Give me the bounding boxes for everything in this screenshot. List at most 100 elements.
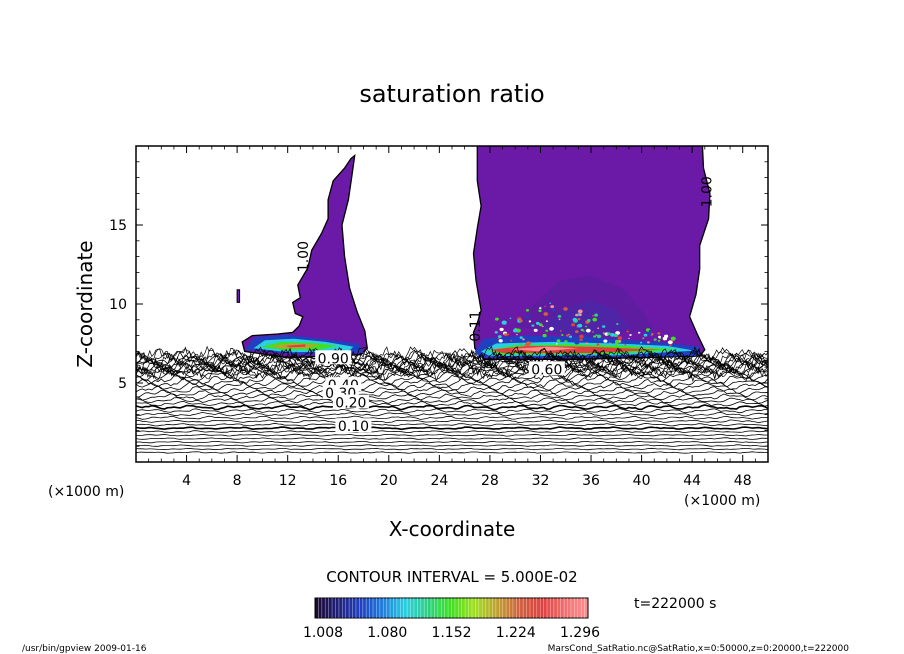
convective-speck (564, 340, 568, 343)
convective-speck (544, 305, 546, 308)
convective-speck (575, 330, 579, 333)
x-tick-label: 20 (380, 473, 398, 489)
x-tick-label: 44 (683, 473, 701, 489)
contour-line (136, 437, 768, 440)
contour-line (136, 366, 768, 380)
convective-speck (555, 323, 558, 325)
contour-label: 1.00 (296, 241, 312, 272)
convective-speck (568, 333, 570, 335)
colorbar-tick-label: 1.224 (496, 625, 536, 641)
colorbar-tick-label: 1.080 (367, 625, 407, 641)
convective-speck (563, 307, 568, 311)
convective-speck (495, 317, 499, 321)
convective-speck (628, 337, 630, 340)
convective-speck (579, 338, 583, 342)
x-axis-title: X-coordinate (389, 517, 516, 541)
convective-speck (642, 337, 645, 340)
convective-speck (617, 336, 622, 340)
convective-speck (529, 333, 532, 335)
x-unit-right: (×1000 m) (684, 493, 760, 509)
contour-line (136, 411, 768, 417)
footer-left: /usr/bin/gpview 2009-01-16 (22, 644, 147, 654)
convective-speck (672, 336, 675, 339)
x-tick-label: 4 (182, 473, 191, 489)
convective-speck (525, 309, 530, 312)
convective-speck (610, 333, 615, 337)
convective-speck (541, 325, 544, 328)
y-axis-title: Z-coordinate (73, 240, 97, 367)
contour-line (136, 419, 768, 424)
convective-speck (640, 341, 643, 344)
convective-speck (549, 302, 551, 304)
convective-speck (497, 337, 500, 340)
colorbar-tick-label: 1.296 (560, 625, 600, 641)
convective-speck (607, 332, 611, 335)
contour-line (136, 397, 768, 404)
x-axis: 4 8 12 16 20 24 28 32 36 40 44 48 (148, 146, 756, 489)
convective-speck (602, 331, 605, 334)
chart-title: saturation ratio (359, 80, 544, 108)
convective-speck (613, 333, 618, 338)
contour-line (136, 373, 768, 385)
convective-speck (580, 328, 584, 332)
contour-line (136, 389, 768, 398)
x-tick-label: 12 (279, 473, 297, 489)
convective-speck (510, 339, 513, 342)
colorbar: 1.008 1.080 1.152 1.224 1.296 (303, 597, 600, 641)
convective-speck (557, 315, 562, 318)
convective-speck (542, 333, 547, 338)
convective-speck (499, 327, 504, 332)
convective-speck (498, 339, 503, 343)
contour-label: 1.00 (699, 176, 715, 207)
convective-speck (585, 325, 588, 328)
convective-speck (561, 334, 564, 336)
convective-speck (549, 326, 554, 331)
convective-speck (638, 331, 641, 334)
convective-speck (577, 313, 581, 316)
x-tick-label: 48 (734, 473, 752, 489)
contour-label: 0.11 (468, 311, 484, 342)
footer-right: MarsCond_SatRatio.nc@SatRatio,x=0:50000,… (548, 644, 850, 654)
convective-speck (596, 334, 602, 339)
convective-speck (615, 344, 617, 346)
contour-line (136, 426, 768, 431)
convective-speck (594, 313, 598, 317)
convective-speck (609, 339, 615, 344)
convective-speck (559, 330, 562, 332)
contour-label: 0.90 (318, 351, 349, 367)
convective-speck (551, 309, 556, 312)
x-tick-label: 24 (430, 473, 448, 489)
contour-line (136, 451, 768, 454)
convective-speck (528, 320, 532, 323)
convective-speck (596, 343, 600, 346)
convective-speck (518, 343, 523, 347)
convective-speck (629, 334, 632, 336)
convective-speck (647, 341, 650, 344)
y-tick-label: 5 (118, 376, 127, 392)
convective-speck (545, 329, 549, 332)
convective-speck (556, 339, 561, 343)
supersaturated-region-left (241, 153, 368, 359)
contour-line (136, 404, 768, 411)
y-tick-label: 10 (109, 297, 127, 313)
y-tick-label: 15 (109, 218, 127, 234)
convective-speck (519, 336, 523, 339)
convective-speck (506, 333, 510, 336)
convective-speck (558, 318, 561, 321)
convective-speck (579, 334, 584, 339)
supersaturated-speck (236, 289, 241, 303)
contour-line (136, 422, 768, 427)
contour-label: 0.20 (335, 396, 366, 412)
contour-line (136, 381, 768, 392)
time-label: t=222000 s (634, 596, 716, 612)
x-tick-label: 8 (233, 473, 242, 489)
convective-speck (497, 335, 502, 339)
contour-line (136, 415, 768, 420)
convective-speck (538, 323, 543, 327)
contour-label-bg (332, 394, 369, 409)
convective-speck (626, 330, 629, 333)
contour-line (136, 440, 768, 444)
convective-speck (504, 333, 507, 336)
contour-line (136, 408, 768, 414)
